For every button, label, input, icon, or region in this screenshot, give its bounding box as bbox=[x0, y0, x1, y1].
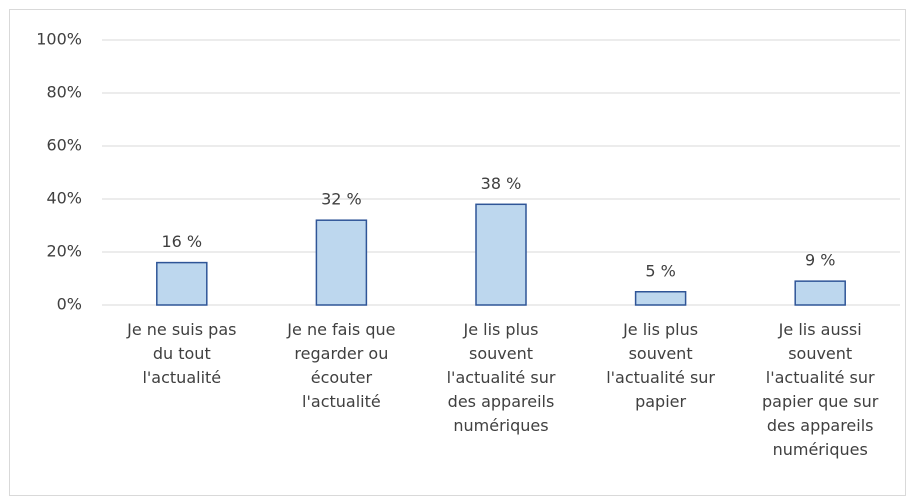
y-tick-label: 0% bbox=[57, 295, 82, 314]
bar bbox=[634, 291, 687, 306]
value-label: 32 % bbox=[321, 190, 362, 209]
x-tick-label: Je ne suis pas du tout l'actualité bbox=[127, 320, 237, 387]
y-tick-label: 20% bbox=[46, 242, 82, 261]
x-tick-label: Je lis aussi souvent l'actualité sur pap… bbox=[762, 320, 879, 459]
x-tick-label: Je lis plus souvent l'actualité sur papi… bbox=[606, 320, 715, 411]
y-tick-label: 100% bbox=[36, 30, 82, 49]
bar bbox=[475, 203, 527, 306]
y-tick-label: 40% bbox=[46, 189, 82, 208]
bar bbox=[156, 261, 208, 306]
bar bbox=[794, 280, 846, 306]
value-label: 38 % bbox=[481, 174, 522, 193]
y-tick-label: 60% bbox=[46, 136, 82, 155]
x-tick-label: Je lis plus souvent l'actualité sur des … bbox=[446, 320, 556, 435]
value-label: 5 % bbox=[645, 261, 675, 280]
bar bbox=[315, 219, 368, 306]
value-label: 9 % bbox=[805, 251, 835, 270]
value-label: 16 % bbox=[161, 232, 202, 251]
x-tick-label: Je ne fais que regarder ou écouter l'act… bbox=[287, 320, 396, 411]
y-tick-label: 80% bbox=[46, 83, 82, 102]
